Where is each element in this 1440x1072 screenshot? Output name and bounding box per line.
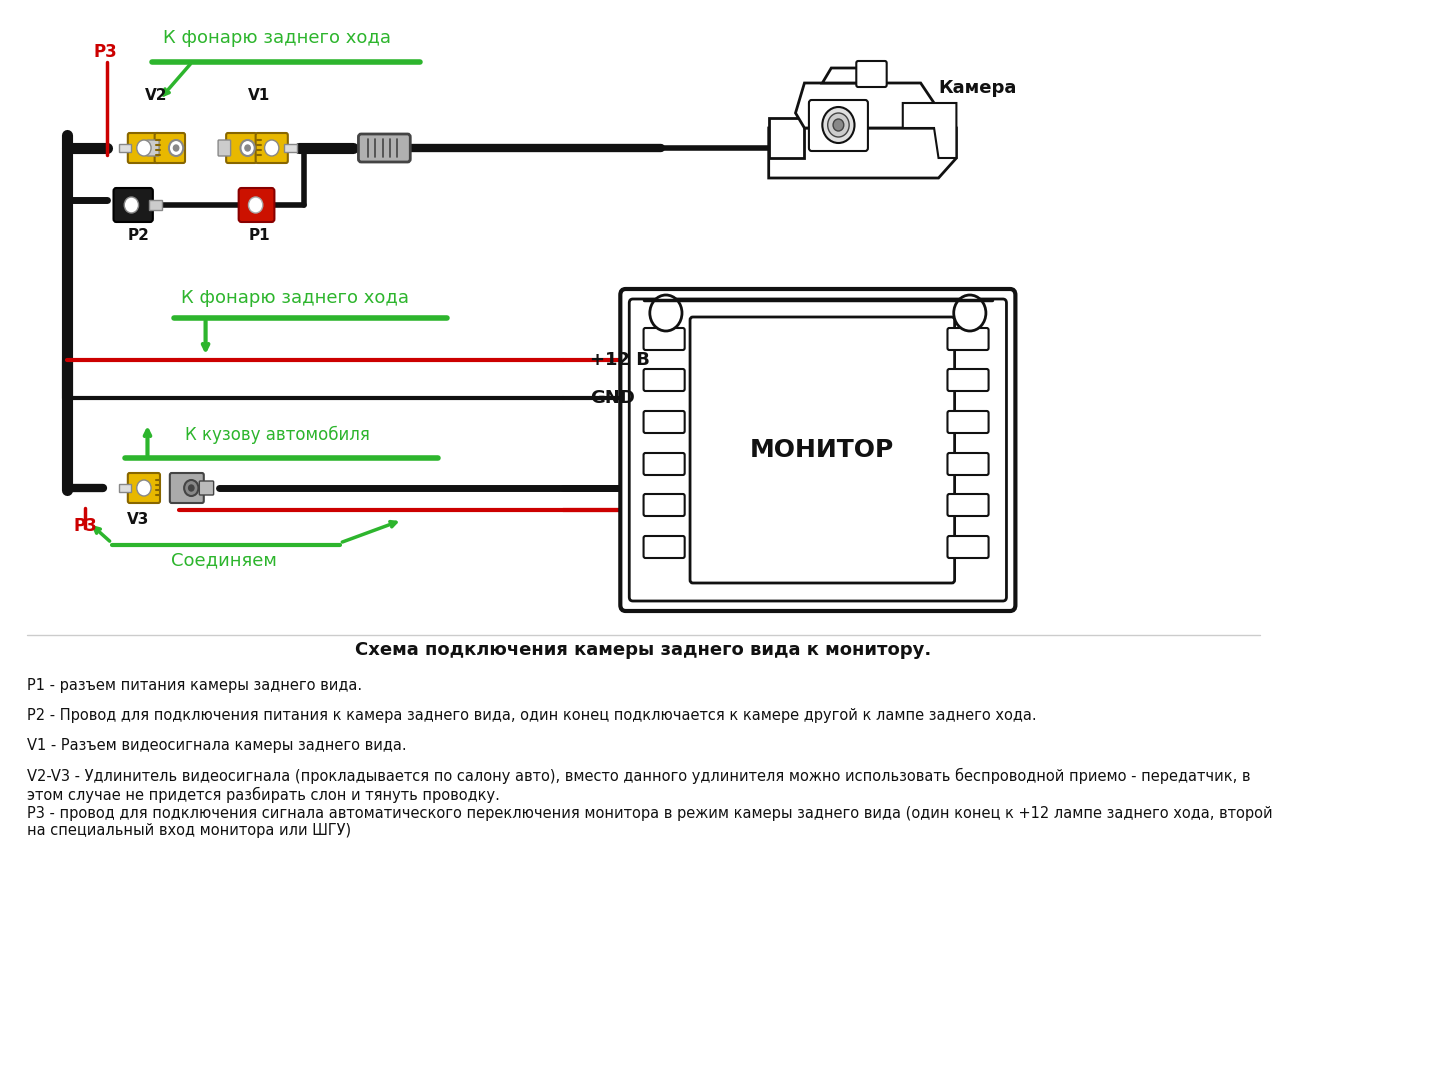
Text: P1: P1 (249, 227, 271, 242)
Circle shape (249, 197, 262, 213)
Text: Схема подключения камеры заднего вида к монитору.: Схема подключения камеры заднего вида к … (356, 641, 932, 659)
FancyBboxPatch shape (644, 369, 684, 391)
Text: V1: V1 (248, 88, 271, 103)
Text: Р2 - Провод для подключения питания к камера заднего вида, один конец подключает: Р2 - Провод для подключения питания к ка… (27, 708, 1037, 723)
Circle shape (173, 145, 179, 151)
FancyBboxPatch shape (644, 494, 684, 516)
Text: К фонарю заднего хода: К фонарю заднего хода (163, 29, 392, 47)
Text: P3: P3 (73, 517, 96, 535)
FancyBboxPatch shape (128, 473, 160, 503)
Text: V3: V3 (127, 512, 150, 527)
FancyBboxPatch shape (644, 411, 684, 433)
FancyBboxPatch shape (857, 61, 887, 87)
Text: К фонарю заднего хода: К фонарю заднего хода (181, 289, 409, 307)
FancyBboxPatch shape (948, 369, 989, 391)
FancyBboxPatch shape (809, 100, 868, 151)
FancyBboxPatch shape (114, 188, 153, 222)
Circle shape (189, 485, 194, 491)
FancyBboxPatch shape (948, 411, 989, 433)
FancyBboxPatch shape (256, 133, 288, 163)
Text: GND: GND (590, 389, 635, 407)
Circle shape (168, 140, 183, 157)
Circle shape (828, 113, 850, 137)
FancyBboxPatch shape (147, 140, 158, 157)
Circle shape (953, 295, 986, 331)
FancyBboxPatch shape (217, 140, 230, 157)
Text: P3: P3 (94, 43, 117, 61)
Text: P2: P2 (128, 227, 150, 242)
Circle shape (124, 197, 138, 213)
Text: V2-V3 - Удлинитель видеосигнала (прокладывается по салону авто), вместо данного : V2-V3 - Удлинитель видеосигнала (проклад… (27, 768, 1250, 803)
Text: К кузову автомобиля: К кузову автомобиля (184, 426, 370, 444)
FancyBboxPatch shape (170, 473, 204, 503)
FancyBboxPatch shape (239, 188, 275, 222)
Circle shape (822, 107, 854, 143)
Text: Камера: Камера (939, 79, 1017, 96)
Circle shape (137, 140, 151, 157)
FancyBboxPatch shape (629, 299, 1007, 601)
FancyBboxPatch shape (128, 133, 160, 163)
Circle shape (649, 295, 683, 331)
FancyBboxPatch shape (120, 144, 131, 152)
Circle shape (184, 480, 199, 496)
Circle shape (265, 140, 279, 157)
FancyBboxPatch shape (644, 453, 684, 475)
Text: V1 - Разъем видеосигнала камеры заднего вида.: V1 - Разъем видеосигнала камеры заднего … (27, 738, 406, 753)
Text: Р1 - разъем питания камеры заднего вида.: Р1 - разъем питания камеры заднего вида. (27, 678, 361, 693)
FancyBboxPatch shape (359, 134, 410, 162)
Circle shape (834, 119, 844, 131)
FancyBboxPatch shape (690, 317, 955, 583)
FancyBboxPatch shape (150, 200, 161, 210)
Text: МОНИТОР: МОНИТОР (750, 438, 894, 462)
Polygon shape (769, 128, 956, 178)
FancyBboxPatch shape (226, 133, 256, 163)
FancyBboxPatch shape (948, 536, 989, 559)
Polygon shape (903, 103, 956, 158)
Text: V2: V2 (145, 88, 167, 103)
Text: Соединяем: Соединяем (170, 551, 276, 569)
FancyBboxPatch shape (284, 144, 297, 152)
Text: Р3 - провод для подключения сигнала автоматического переключения монитора в режи: Р3 - провод для подключения сигнала авто… (27, 806, 1273, 838)
FancyBboxPatch shape (199, 481, 213, 495)
Polygon shape (795, 83, 935, 128)
FancyBboxPatch shape (948, 328, 989, 349)
Circle shape (245, 145, 251, 151)
FancyBboxPatch shape (644, 536, 684, 559)
FancyBboxPatch shape (644, 328, 684, 349)
FancyBboxPatch shape (948, 494, 989, 516)
FancyBboxPatch shape (948, 453, 989, 475)
FancyBboxPatch shape (120, 483, 131, 492)
Circle shape (137, 480, 151, 496)
Polygon shape (822, 68, 886, 83)
Text: +12 В: +12 В (590, 351, 649, 369)
Circle shape (240, 140, 255, 157)
FancyBboxPatch shape (154, 133, 184, 163)
FancyBboxPatch shape (621, 289, 1015, 611)
Polygon shape (769, 118, 805, 158)
